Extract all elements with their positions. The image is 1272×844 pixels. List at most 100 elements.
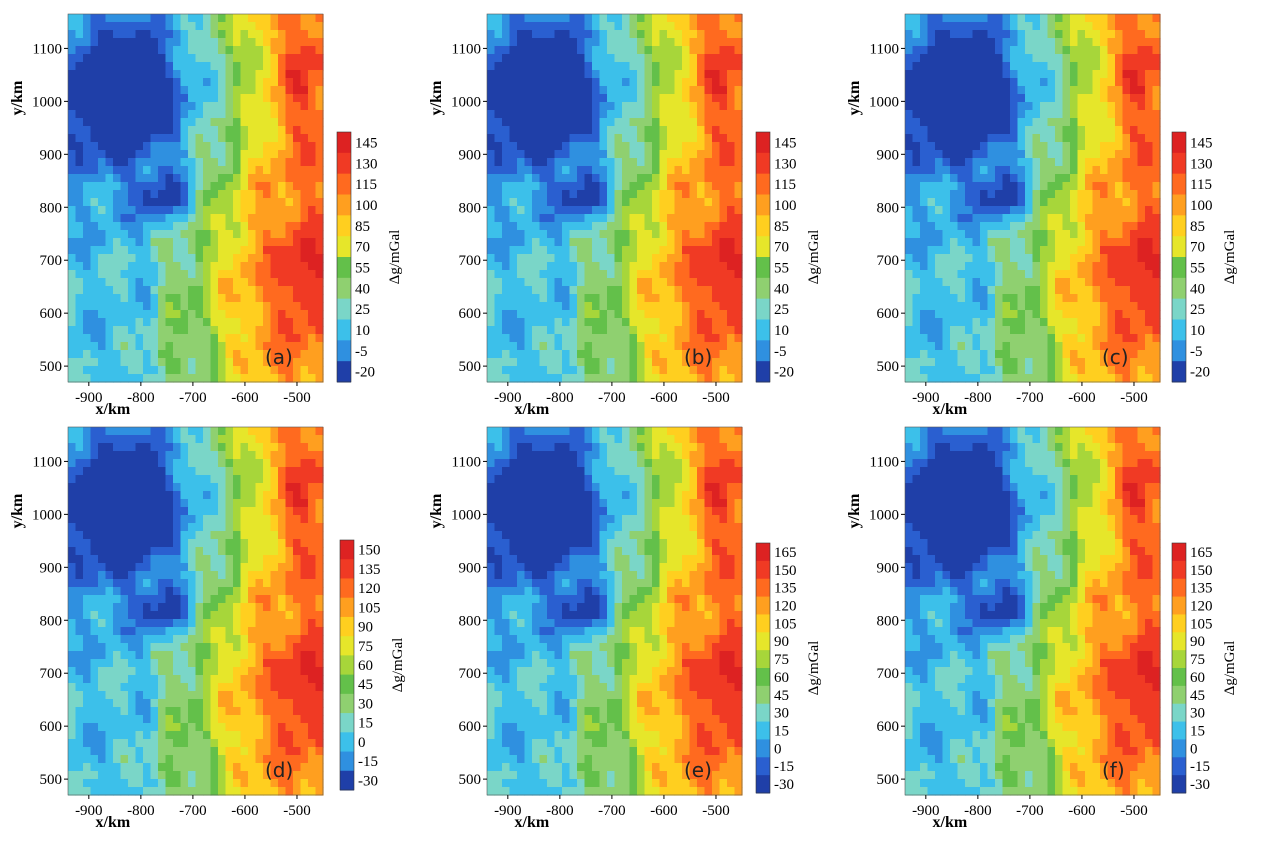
heatmap-cell: [667, 86, 676, 95]
colorbar-tick-label: 10: [355, 323, 370, 339]
heatmap-cell: [1002, 62, 1011, 71]
heatmap-cell: [203, 22, 212, 31]
heatmap-cell: [285, 30, 294, 39]
heatmap-cell: [83, 238, 92, 247]
heatmap-cell: [637, 270, 646, 279]
heatmap-cell: [1062, 350, 1071, 359]
heatmap-cell: [1085, 54, 1094, 63]
heatmap-cell: [1077, 302, 1086, 311]
heatmap-cell: [120, 190, 129, 199]
heatmap-cell: [539, 182, 548, 191]
heatmap-cell: [233, 126, 242, 135]
heatmap-cell: [1122, 110, 1131, 119]
heatmap-cell: [734, 230, 743, 239]
heatmap-cell: [927, 166, 936, 175]
heatmap-cell: [1137, 22, 1146, 31]
heatmap-cell: [562, 110, 571, 119]
heatmap-cell: [734, 238, 743, 247]
x-tick-label: -600: [1068, 390, 1096, 406]
heatmap-cell: [1055, 246, 1064, 255]
heatmap-cell: [487, 126, 496, 135]
heatmap-cell: [652, 158, 661, 167]
heatmap-cell: [113, 246, 122, 255]
heatmap-cell: [263, 230, 272, 239]
heatmap-cell: [667, 198, 676, 207]
heatmap-cell: [584, 30, 593, 39]
heatmap-cell: [150, 366, 159, 375]
heatmap-cell: [659, 166, 668, 175]
heatmap-cell: [689, 14, 698, 23]
heatmap-cell: [180, 30, 189, 39]
heatmap-cell: [577, 310, 586, 319]
heatmap-cell: [1100, 46, 1109, 55]
heatmap-cell: [509, 198, 518, 207]
heatmap-cell: [734, 294, 743, 303]
heatmap-cell: [719, 294, 728, 303]
heatmap-cell: [180, 206, 189, 215]
heatmap-cell: [697, 70, 706, 79]
heatmap-cell: [569, 294, 578, 303]
heatmap-cell: [987, 350, 996, 359]
heatmap-cell: [524, 150, 533, 159]
heatmap-cell: [128, 286, 137, 295]
heatmap-cell: [659, 198, 668, 207]
heatmap-cell: [950, 142, 959, 151]
heatmap-cell: [255, 342, 264, 351]
heatmap-cell: [1100, 350, 1109, 359]
heatmap-cell: [278, 118, 287, 127]
heatmap-cell: [697, 38, 706, 47]
heatmap-cell: [995, 78, 1004, 87]
heatmap-cell: [965, 326, 974, 335]
heatmap-cell: [113, 374, 122, 383]
heatmap-cell: [1122, 254, 1131, 263]
heatmap-cell: [203, 366, 212, 375]
heatmap-cell: [622, 46, 631, 55]
heatmap-cell: [195, 222, 204, 231]
heatmap-cell: [972, 126, 981, 135]
heatmap-cell: [905, 302, 914, 311]
heatmap-cell: [173, 190, 182, 199]
heatmap-cell: [509, 254, 518, 263]
heatmap-cell: [920, 238, 929, 247]
heatmap-cell: [165, 254, 174, 263]
heatmap-cell: [83, 342, 92, 351]
heatmap-cell: [577, 286, 586, 295]
heatmap-cell: [180, 214, 189, 223]
heatmap-cell: [927, 182, 936, 191]
heatmap-cell: [599, 310, 608, 319]
heatmap-cell: [1130, 22, 1139, 31]
colorbar-segment: [756, 194, 770, 216]
heatmap-cell: [629, 38, 638, 47]
heatmap-cell: [652, 94, 661, 103]
heatmap-cell: [255, 206, 264, 215]
heatmap-cell: [927, 62, 936, 71]
heatmap-cell: [120, 38, 129, 47]
heatmap-cell: [1137, 374, 1146, 383]
heatmap-cell: [569, 126, 578, 135]
heatmap-cell: [517, 190, 526, 199]
heatmap-cell: [1010, 94, 1019, 103]
heatmap-cell: [68, 222, 77, 231]
heatmap-cell: [285, 222, 294, 231]
heatmap-cell: [569, 262, 578, 271]
heatmap-cell: [524, 142, 533, 151]
heatmap-cell: [965, 334, 974, 343]
heatmap-cell: [644, 134, 653, 143]
heatmap-cell: [935, 38, 944, 47]
heatmap-cell: [1130, 254, 1139, 263]
heatmap-cell: [68, 787, 77, 796]
colorbar-segment: [1172, 361, 1186, 383]
heatmap-cell: [987, 270, 996, 279]
heatmap-cell: [637, 342, 646, 351]
heatmap-cell: [285, 118, 294, 127]
heatmap-cell: [263, 270, 272, 279]
heatmap-cell: [233, 30, 242, 39]
heatmap-cell: [233, 294, 242, 303]
heatmap-cell: [75, 142, 84, 151]
heatmap-cell: [1092, 86, 1101, 95]
heatmap-cell: [210, 318, 219, 327]
heatmap-cell: [592, 294, 601, 303]
heatmap-cell: [1152, 238, 1161, 247]
heatmap-cell: [293, 206, 302, 215]
heatmap-cell: [135, 150, 144, 159]
